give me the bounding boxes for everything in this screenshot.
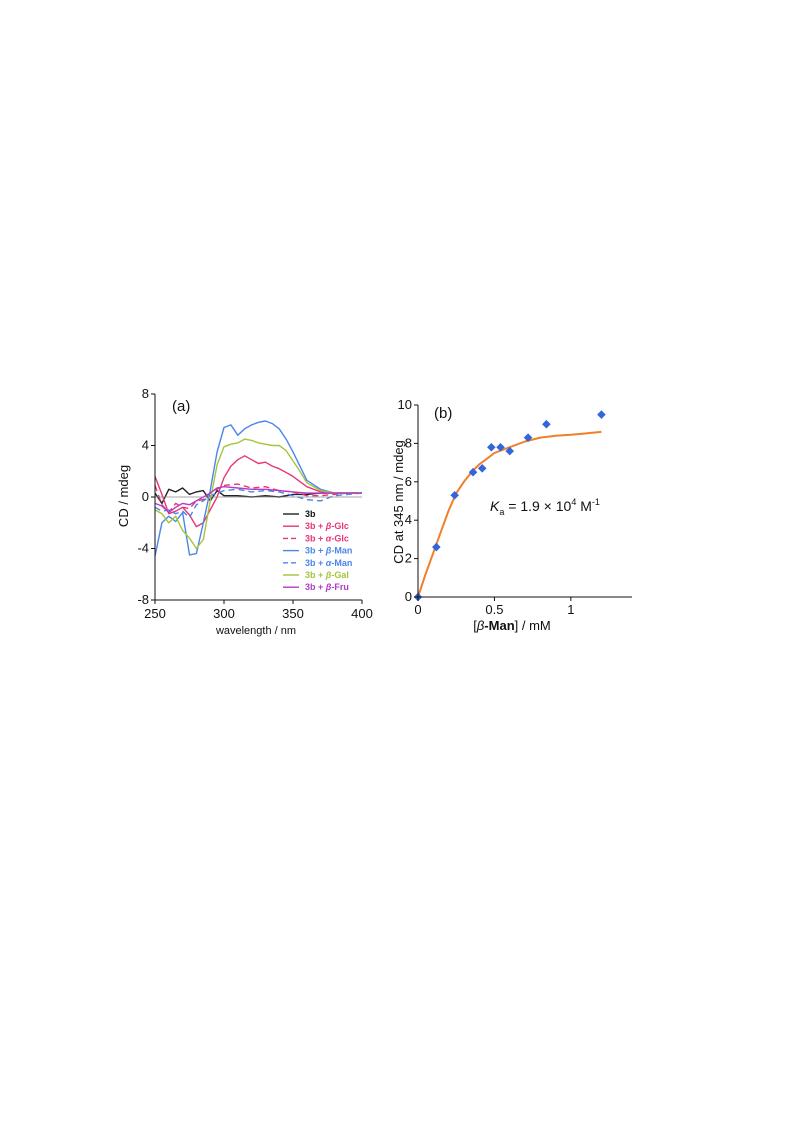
legend-label-suffix: -Man xyxy=(331,546,352,556)
chart-b-ylabel: CD at 345 nm / mdeg xyxy=(391,440,406,564)
xlabel-bold: Man xyxy=(489,618,515,633)
chart-b-xtick-label: 1 xyxy=(567,602,574,617)
ka-subscript: a xyxy=(499,507,504,517)
legend-label-suffix: -Fru xyxy=(331,582,349,592)
data-point xyxy=(597,410,606,419)
series-line-3b-man xyxy=(154,488,363,519)
chart-a-xtick-label: 250 xyxy=(144,606,166,621)
series-line-3b xyxy=(154,487,362,505)
legend-label-base: 3b + xyxy=(305,533,326,543)
chart-b-ytick-label: 0 xyxy=(405,589,412,604)
legend-label-suffix: -Glc xyxy=(331,533,349,543)
legend-label-suffix: -Glc xyxy=(331,521,349,531)
data-point xyxy=(523,433,533,442)
xlabel-greek: β xyxy=(476,618,485,633)
xlabel-dash: - xyxy=(484,618,488,633)
ka-exponent: 4 xyxy=(571,497,576,507)
chart-a-axes: -8 -4 0 4 8 250 300 350 400 xyxy=(137,386,372,621)
legend-label-base: 3b + xyxy=(305,570,326,580)
chart-a-xlabel: wavelength / nm xyxy=(215,625,296,637)
data-point xyxy=(496,442,505,452)
chart-b-xtick-label: 0.5 xyxy=(485,602,503,617)
legend-label-greek: β xyxy=(325,570,332,580)
series-line-3b-glc xyxy=(154,455,362,528)
chart-a-ytick-label: -4 xyxy=(137,541,149,556)
chart-b-ytick-label: 2 xyxy=(405,551,412,566)
data-point xyxy=(432,542,441,552)
legend-label-greek: β xyxy=(325,521,332,531)
legend-label-3b-gal: 3b + β-Gal xyxy=(305,570,349,580)
data-point xyxy=(477,464,487,473)
chart-b-axes: 0 2 4 6 8 10 0 0.5 1 xyxy=(398,397,632,617)
chart-b-ytick-label: 8 xyxy=(405,435,412,450)
legend-label-3b-glc: 3b + α-Glc xyxy=(305,533,349,543)
legend-label-3b-glc: 3b + β-Glc xyxy=(305,521,349,531)
series-line-3b-glc xyxy=(154,483,362,514)
series-line-3b-man xyxy=(154,420,362,557)
chart-a-panel-label: (a) xyxy=(172,398,190,415)
legend-label-suffix: -Gal xyxy=(331,570,349,580)
chart-a-ytick-label: 0 xyxy=(142,489,149,504)
chart-a-xtick-label: 350 xyxy=(282,606,304,621)
legend-label-suffix: -Man xyxy=(331,558,352,568)
legend-label-3b: 3b xyxy=(305,509,316,519)
chart-b-ytick-label: 4 xyxy=(405,512,412,527)
data-point xyxy=(468,467,478,477)
fit-curve xyxy=(417,430,602,598)
chart-b-xtick-label: 0 xyxy=(414,602,421,617)
chart-b-ytick-label: 10 xyxy=(398,397,412,412)
chart-a-xtick-label: 300 xyxy=(213,606,235,621)
ka-unit: M xyxy=(576,498,592,514)
legend-label-base: 3b + xyxy=(305,558,326,568)
chart-b-annotation: Ka = 1.9 × 104 M-1 xyxy=(490,497,600,517)
data-point xyxy=(487,442,496,452)
legend-label-greek: β xyxy=(325,582,332,592)
legend-label-greek: α xyxy=(326,533,332,543)
data-point xyxy=(542,419,551,429)
legend-label-3b-man: 3b + α-Man xyxy=(305,558,352,568)
ka-unit-exponent: -1 xyxy=(592,497,600,507)
chart-b-ytick-label: 6 xyxy=(405,474,412,489)
legend-label-base: 3b + xyxy=(305,546,326,556)
chart-b-marks xyxy=(413,410,606,602)
series-line-3b-gal xyxy=(154,438,362,550)
legend-label-3b-fru: 3b + β-Fru xyxy=(305,582,349,592)
legend-label-base: 3b + xyxy=(305,521,326,531)
chart-a-ylabel: CD / mdeg xyxy=(116,465,131,527)
chart-b-panel-label: (b) xyxy=(434,405,452,422)
chart-a-ytick-label: -8 xyxy=(137,592,149,607)
chart-a-xtick-label: 400 xyxy=(351,606,373,621)
legend-label-greek: α xyxy=(326,558,332,568)
xlabel-open: [ xyxy=(473,618,477,633)
legend-label-3b-man: 3b + β-Man xyxy=(305,546,352,556)
legend-label-greek: β xyxy=(325,546,332,556)
ka-value: = 1.9 × 10 xyxy=(504,498,571,514)
chart-a-ytick-label: 4 xyxy=(142,438,149,453)
chart-b-xlabel: [β-Man] / mM xyxy=(473,618,551,633)
ka-symbol: K xyxy=(490,498,500,514)
series-line-3b-fru xyxy=(154,486,362,514)
legend-label-base: 3b xyxy=(305,509,316,519)
legend-label-base: 3b + xyxy=(305,582,326,592)
data-point xyxy=(450,490,459,500)
chart-a-ytick-label: 8 xyxy=(142,386,149,401)
data-point xyxy=(505,446,515,456)
chart-a-lines xyxy=(154,420,363,557)
xlabel-close: ] / mM xyxy=(515,618,551,633)
